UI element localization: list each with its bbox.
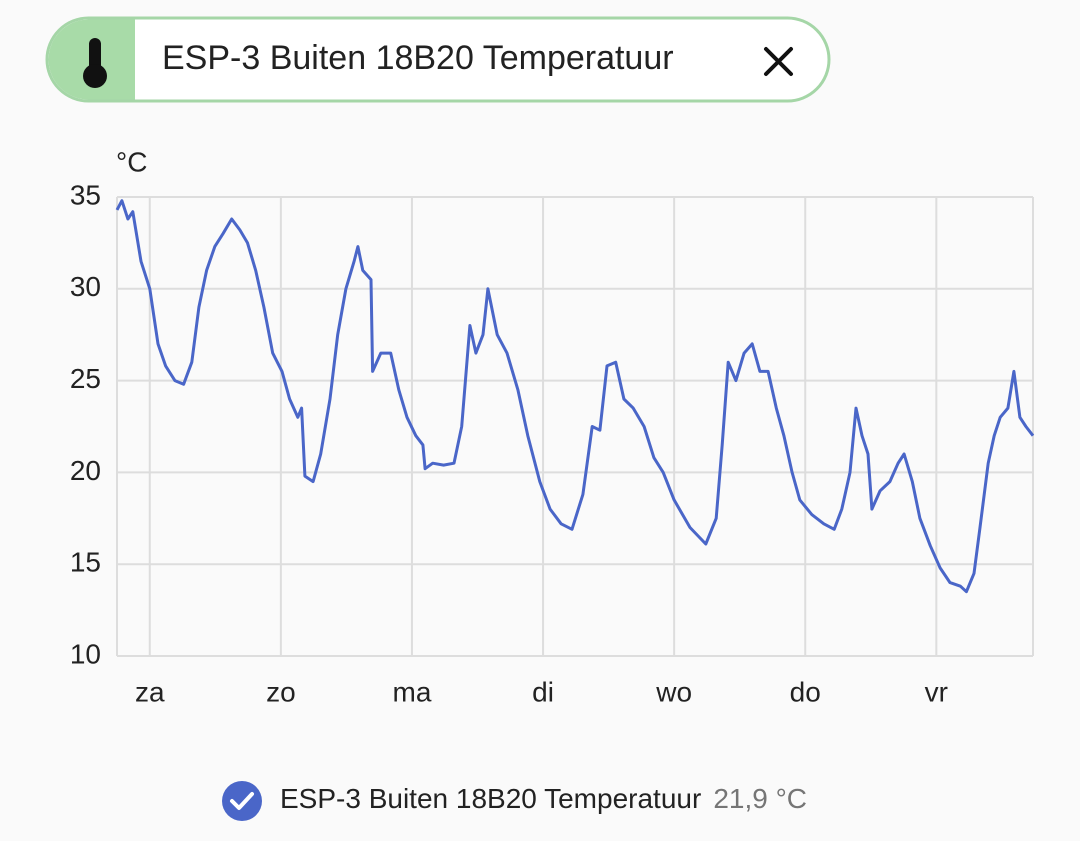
x-tick-label: ma	[393, 676, 432, 707]
series-line	[115, 199, 1035, 594]
legend-text: ESP-3 Buiten 18B20 Temperatuur 21,9 °C	[280, 783, 807, 814]
y-tick-label: 20	[70, 455, 101, 486]
y-tick-label: 10	[70, 638, 101, 669]
y-tick-label: 15	[70, 547, 101, 578]
x-tick-label: di	[532, 676, 554, 707]
x-tick-label: zo	[266, 676, 296, 707]
entity-chip[interactable]: ESP-3 Buiten 18B20 Temperatuur	[45, 16, 831, 103]
legend-name: ESP-3 Buiten 18B20 Temperatuur	[280, 783, 701, 814]
thermometer-icon	[83, 38, 107, 88]
legend-state: 21,9 °C	[713, 783, 807, 814]
chip-outline	[45, 16, 831, 103]
y-tick-label: 35	[70, 179, 101, 210]
y-tick-label: 25	[70, 363, 101, 394]
y-tick-label: 30	[70, 271, 101, 302]
unit-label: °C	[116, 146, 147, 177]
x-tick-label: do	[790, 676, 821, 707]
chip-label: ESP-3 Buiten 18B20 Temperatuur	[162, 39, 674, 77]
x-tick-label: vr	[925, 676, 948, 707]
x-tick-label: wo	[655, 676, 692, 707]
plot: 10 15 20 25 30 35 za zo ma di wo do vr	[70, 179, 1035, 707]
chip-close[interactable]	[764, 47, 793, 76]
x-tick-label: za	[135, 676, 165, 707]
legend-check	[222, 781, 262, 821]
legend-item[interactable]: ESP-3 Buiten 18B20 Temperatuur 21,9 °C	[222, 781, 807, 821]
check-mark	[230, 792, 254, 810]
